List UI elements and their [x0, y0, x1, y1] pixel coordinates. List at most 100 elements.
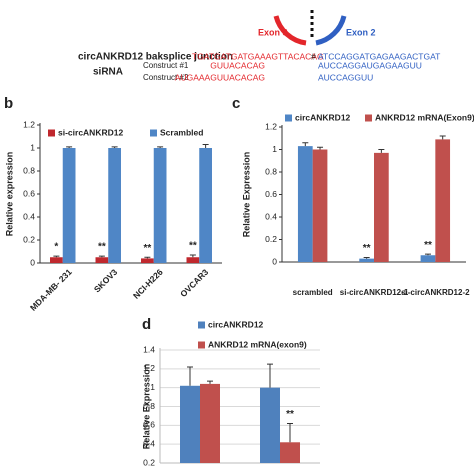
y-tick-label: 1.2	[23, 119, 35, 129]
sequence: AUCCAGGAUGAGAAGUU	[318, 60, 422, 70]
legend-swatch	[48, 129, 55, 137]
bar	[359, 258, 374, 262]
bar	[153, 148, 167, 263]
bar	[50, 257, 63, 263]
bar	[108, 148, 121, 263]
significance-label: **	[98, 242, 106, 253]
junction-label: circANKRD12 baksplice junction	[78, 52, 233, 63]
y-axis-label: Relative Expression	[141, 364, 151, 450]
bar	[297, 146, 313, 262]
legend-label: circANKRD12	[208, 319, 264, 329]
y-axis-label: Relative Expression	[241, 152, 251, 238]
error-bar	[317, 146, 324, 150]
sequence: ATCCAGGATGAGAAGACTGAT	[318, 51, 440, 61]
bar	[186, 257, 200, 263]
bar	[260, 387, 280, 463]
bar	[141, 258, 154, 263]
x-tick-label: scrambled	[293, 288, 333, 297]
significance-label: **	[363, 243, 371, 254]
y-tick-label: 0.2	[143, 457, 155, 467]
sequence: #	[311, 51, 316, 61]
error-bar	[378, 149, 385, 153]
error-bar	[187, 366, 193, 386]
error-bar	[207, 380, 213, 384]
bar	[420, 255, 436, 262]
legend-swatch	[198, 321, 205, 329]
error-bar	[111, 146, 118, 148]
y-tick-label: 1.2	[265, 121, 277, 131]
error-bar	[287, 422, 293, 443]
bar	[280, 442, 300, 463]
error-bar	[98, 255, 105, 258]
y-tick-label: 0.6	[23, 188, 35, 198]
y-tick-label: 1.4	[143, 344, 155, 354]
bar	[374, 152, 389, 262]
construct-label: Construct #1	[143, 61, 189, 70]
significance-label: **	[424, 240, 432, 251]
y-tick-label: 0.6	[265, 189, 277, 199]
panel-label: b	[4, 95, 13, 112]
panel-label: d	[142, 316, 151, 333]
x-tick-label: SKOV3	[92, 267, 120, 295]
sequence: GUUACACAG	[210, 60, 265, 70]
error-bar	[363, 257, 370, 259]
bar	[180, 385, 200, 463]
bar	[312, 149, 328, 262]
legend-label: si-circANKRD12	[58, 127, 123, 137]
significance-label: **	[189, 241, 197, 252]
legend-label: circANKRD12	[295, 112, 351, 122]
x-tick-label: OVCAR3	[178, 267, 210, 299]
error-bar	[302, 142, 309, 147]
error-bar	[424, 253, 431, 256]
construct-label: Construct #2	[143, 73, 189, 82]
y-tick-label: 1	[150, 382, 155, 392]
legend-label: Scrambled	[160, 127, 203, 137]
legend-swatch	[150, 129, 157, 137]
y-tick-label: 0.4	[23, 211, 35, 221]
y-axis-label: Relative expression	[4, 152, 14, 237]
y-tick-label: 0.4	[265, 211, 277, 221]
sequence: AUCCAGGUU	[318, 72, 373, 82]
y-tick-label: 0.8	[23, 165, 35, 175]
bar	[62, 148, 76, 263]
legend-swatch	[365, 114, 372, 122]
y-tick-label: 0.8	[265, 166, 277, 176]
exon-2-arc	[315, 15, 347, 46]
legend-label: ANKRD12 mRNA(Exon9)	[375, 112, 474, 122]
x-tick-label: MDA-MB- 231	[28, 267, 74, 313]
legend-swatch	[198, 341, 205, 349]
y-tick-label: 0.6	[143, 420, 155, 430]
error-bar	[189, 254, 196, 258]
sirna-label: siRNA	[93, 67, 123, 78]
y-tick-label: 1	[30, 142, 35, 152]
exon-label: Exon 2	[346, 27, 376, 37]
error-bar	[53, 255, 60, 258]
sequence: TGATGATGATGAAAGTTACACAG	[192, 51, 324, 61]
y-tick-label: 0.8	[143, 401, 155, 411]
error-bar	[144, 256, 151, 259]
significance-label: *	[54, 242, 58, 253]
y-tick-label: 0.4	[143, 438, 155, 448]
y-tick-label: 1	[272, 144, 277, 154]
y-tick-label: 1.2	[143, 363, 155, 373]
significance-label: **	[286, 409, 294, 420]
bar	[95, 257, 109, 263]
sequence: AUGAAAGUUACACAG	[175, 72, 265, 82]
bar	[199, 148, 212, 263]
panel-label: c	[232, 95, 240, 112]
error-bar	[439, 135, 446, 140]
error-bar	[267, 363, 273, 388]
error-bar	[157, 146, 164, 148]
error-bar	[66, 146, 73, 148]
x-tick-label: si-circANKRD12-2	[401, 288, 470, 297]
bar	[435, 139, 451, 262]
x-tick-label: NCI-H226	[131, 267, 165, 301]
x-tick-label: si-circANKRD12-1	[340, 288, 409, 297]
y-tick-label: 0.2	[23, 234, 35, 244]
y-tick-label: 0.2	[265, 234, 277, 244]
exon-label: Exon 8	[258, 27, 288, 37]
legend-label: ANKRD12 mRNA(exon9)	[208, 339, 307, 349]
y-tick-label: 0	[30, 257, 35, 267]
y-tick-label: 0	[272, 256, 277, 266]
significance-label: **	[143, 243, 151, 254]
